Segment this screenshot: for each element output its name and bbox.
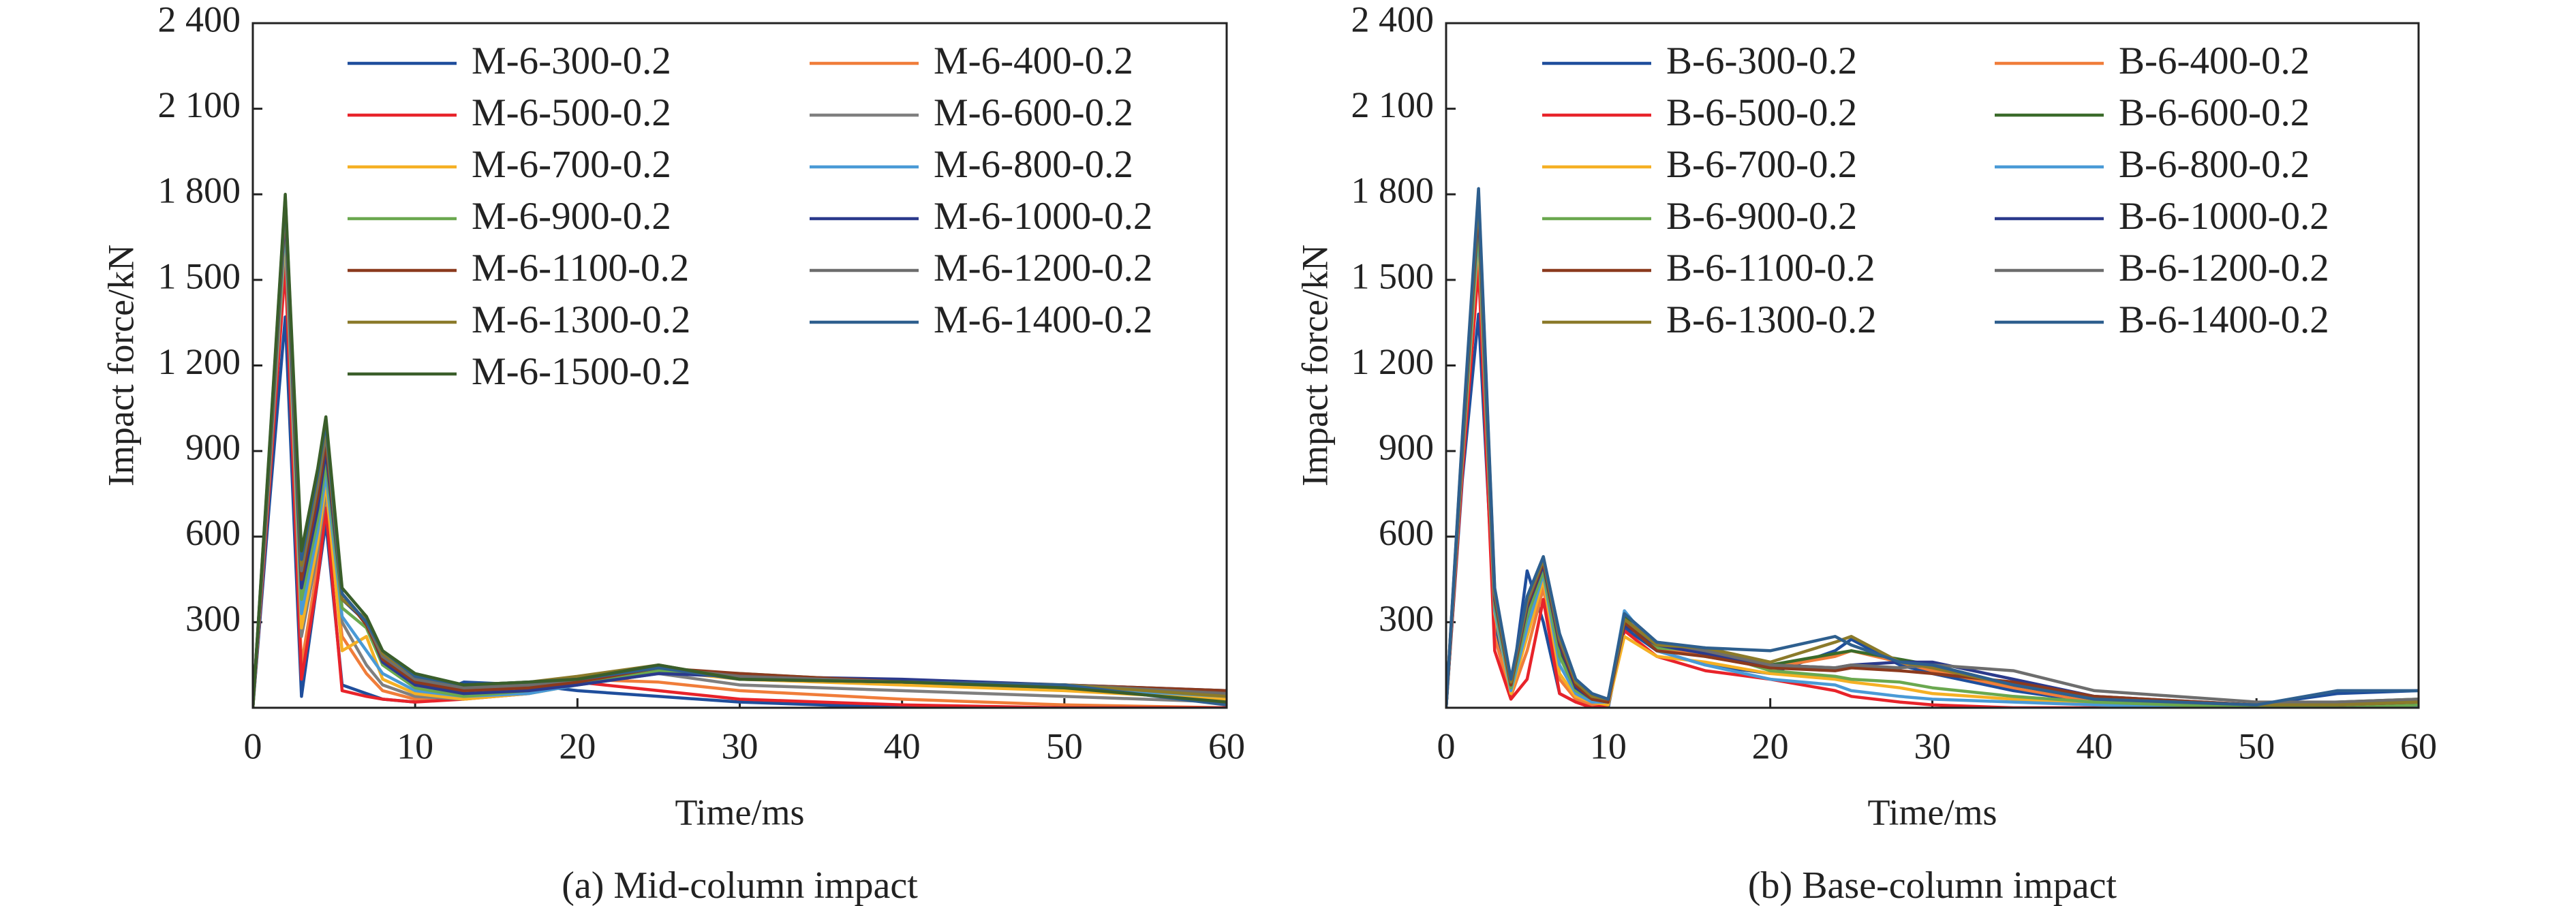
x-tick-label: 50 [1046, 725, 1083, 766]
legend-label: B-6-700-0.2 [1666, 143, 1857, 186]
y-tick-label: 2 100 [1351, 84, 1435, 125]
legend-label: B-6-900-0.2 [1666, 195, 1857, 238]
y-tick-label: 1 500 [1351, 255, 1435, 296]
x-tick-label: 60 [2400, 725, 2437, 766]
legend-label: M-6-1400-0.2 [934, 298, 1152, 341]
y-tick-label: 2 400 [1351, 0, 1435, 40]
x-tick-label: 40 [884, 725, 921, 766]
series-line [1446, 215, 2419, 708]
series-line [253, 193, 1227, 708]
x-tick-label: 20 [559, 725, 596, 766]
y-axis-label: Impact force/kN [1294, 245, 1335, 486]
legend-label: M-6-300-0.2 [472, 40, 671, 82]
series-line [1446, 264, 2419, 708]
series-line [253, 221, 1227, 708]
plot-frame [1445, 22, 2420, 709]
x-tick-label: 0 [244, 725, 262, 766]
series-line [1446, 221, 2419, 708]
legend-label: B-6-1100-0.2 [1666, 247, 1875, 290]
chart: 300 600 900 1 200 1 500 1 800 2 100 2 400 0 10 20 3… [100, 0, 1245, 906]
x-tick-label: 10 [397, 725, 433, 766]
x-tick-label: 60 [1208, 725, 1245, 766]
series-line [253, 315, 1227, 708]
y-tick-label: 900 [185, 427, 241, 468]
x-tick-label: 30 [722, 725, 758, 766]
x-tick-label: 10 [1590, 725, 1627, 766]
legend-label: B-6-1200-0.2 [2119, 247, 2329, 290]
legend-label: M-6-600-0.2 [934, 91, 1133, 134]
legend-label: B-6-1400-0.2 [2119, 298, 2329, 341]
y-tick-label: 2 100 [158, 84, 241, 125]
legend-label: M-6-700-0.2 [472, 143, 671, 186]
x-tick-label: 0 [1437, 725, 1456, 766]
legend-label: M-6-800-0.2 [934, 143, 1133, 186]
y-tick-label: 300 [1379, 598, 1434, 639]
legend-label: M-6-1100-0.2 [472, 247, 689, 290]
y-tick-label: 300 [185, 598, 241, 639]
series-line [253, 215, 1227, 708]
legend-label: M-6-400-0.2 [934, 40, 1133, 82]
x-tick-label: 20 [1752, 725, 1789, 766]
y-tick-label: 1 200 [1351, 341, 1435, 382]
y-tick-label: 1 500 [158, 255, 241, 296]
legend-label: M-6-1200-0.2 [934, 247, 1152, 290]
y-tick-label: 600 [185, 512, 241, 553]
legend-label: B-6-1300-0.2 [1666, 298, 1877, 341]
legend-label: B-6-300-0.2 [1666, 40, 1857, 82]
legend-label: B-6-800-0.2 [2119, 143, 2310, 186]
x-tick-label: 50 [2238, 725, 2275, 766]
legend-label: M-6-1300-0.2 [472, 298, 690, 341]
legend-label: B-6-500-0.2 [1666, 91, 1857, 134]
legend-label: M-6-500-0.2 [472, 91, 671, 134]
x-axis-label: Time/ms [1867, 792, 1997, 832]
y-tick-label: 600 [1379, 512, 1434, 553]
y-tick-label: 1 200 [158, 341, 241, 382]
series-line [1446, 187, 2419, 708]
legend-label: M-6-1500-0.2 [472, 350, 690, 393]
y-tick-label: 1 800 [1351, 170, 1435, 211]
legend-label: B-6-400-0.2 [2119, 40, 2310, 82]
x-tick-label: 40 [2076, 725, 2113, 766]
legend-label: M-6-1000-0.2 [934, 195, 1152, 238]
series-line [253, 264, 1227, 708]
plot-frame [251, 22, 1228, 709]
caption: (b) Base-column impact [1748, 864, 2117, 906]
y-tick-label: 2 400 [158, 0, 241, 40]
y-axis-label: Impact force/kN [100, 245, 141, 486]
chart: 300 600 900 1 200 1 500 1 800 2 100 2 400 0 10 20 3… [1294, 0, 2437, 906]
legend-label: M-6-900-0.2 [472, 195, 671, 238]
legend-label: B-6-600-0.2 [2119, 91, 2310, 134]
series-line [1446, 312, 2419, 708]
x-axis-label: Time/ms [675, 792, 804, 832]
y-tick-label: 900 [1379, 427, 1434, 468]
y-tick-label: 1 800 [158, 170, 241, 211]
caption: (a) Mid-column impact [562, 864, 918, 906]
x-tick-label: 30 [1914, 725, 1951, 766]
legend-label: B-6-1000-0.2 [2119, 195, 2329, 238]
